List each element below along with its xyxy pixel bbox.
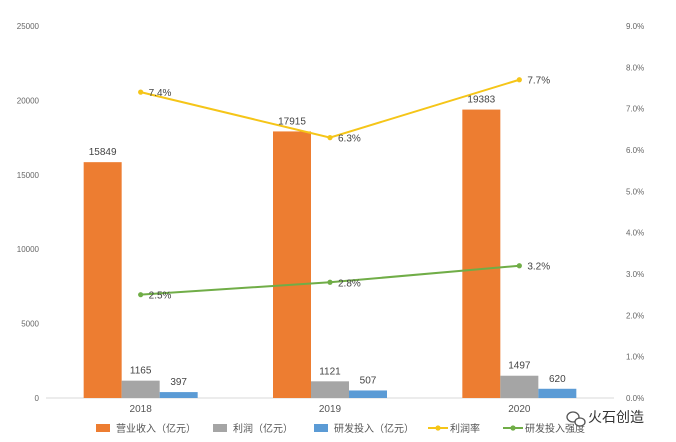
- line-value-label: 7.4%: [149, 88, 172, 99]
- line-point: [138, 89, 144, 95]
- line-point: [516, 77, 522, 83]
- bar: [83, 162, 122, 398]
- legend-swatch: [213, 424, 227, 432]
- bar-value-label: 1121: [319, 366, 341, 377]
- axes: 0 5000 10000 15000 20000 25000 0.0% 1.0% 2.0% 3.0…: [17, 22, 644, 415]
- line-value-label: 2.8%: [338, 278, 361, 289]
- legend-swatch: [96, 424, 110, 432]
- bar-value-label: 1497: [508, 361, 531, 372]
- bar: [349, 390, 387, 398]
- legend-marker: [510, 425, 516, 431]
- bar: [121, 380, 160, 398]
- bar: [462, 109, 501, 398]
- y-right-tick-label: 8.0%: [626, 63, 644, 72]
- line-point: [327, 135, 333, 141]
- y-left-tick-label: 10000: [17, 245, 40, 254]
- bar: [159, 392, 198, 398]
- y-left-tick-label: 5000: [21, 320, 39, 329]
- y-right-tick-label: 9.0%: [626, 22, 644, 31]
- y-right-tick-label: 1.0%: [626, 353, 644, 362]
- bar: [538, 388, 577, 398]
- y-right-tick-label: 6.0%: [626, 146, 644, 155]
- bar-value-label: 397: [170, 377, 187, 388]
- legend-label: 研发投入（亿元）: [334, 422, 414, 435]
- watermark-text: 火石创造: [588, 410, 644, 426]
- line-value-label: 3.2%: [527, 262, 550, 273]
- bar-value-label: 19383: [467, 95, 495, 106]
- data-labels: 15849 17915 19383 1165 1121 1497 397 507 620 7.4%…: [89, 76, 566, 388]
- line-value-label: 6.3%: [338, 134, 361, 145]
- y-left-tick-label: 0: [35, 394, 40, 403]
- line-point: [516, 263, 522, 269]
- line-point: [327, 279, 333, 285]
- bar: [500, 375, 539, 398]
- watermark: 火石创造: [566, 410, 644, 427]
- bars: [83, 109, 577, 398]
- legend: 营业收入（亿元） 利润（亿元） 研发投入（亿元） 利润率 研发投入强度: [96, 422, 585, 435]
- y-left-tick-label: 20000: [17, 96, 40, 105]
- y-right-tick-label: 2.0%: [626, 311, 644, 320]
- y-right-tick-label: 5.0%: [626, 187, 644, 196]
- legend-label: 利润（亿元）: [233, 422, 293, 435]
- legend-marker: [435, 425, 441, 431]
- bar-value-label: 507: [360, 375, 377, 386]
- y-left-tick-label: 25000: [17, 22, 40, 31]
- legend-label: 研发投入强度: [525, 422, 585, 435]
- bar: [273, 131, 311, 398]
- x-tick-label: 2020: [508, 404, 531, 415]
- legend-label: 利润率: [450, 422, 480, 435]
- y-right-tick-label: 4.0%: [626, 229, 644, 238]
- wechat-icon: [566, 411, 586, 427]
- lines: [138, 77, 522, 298]
- line-value-label: 7.7%: [527, 76, 550, 87]
- x-tick-label: 2018: [130, 404, 153, 415]
- x-tick-label: 2019: [319, 404, 342, 415]
- bar-value-label: 620: [549, 374, 566, 385]
- bar-value-label: 17915: [278, 116, 306, 127]
- y-right-tick-label: 3.0%: [626, 270, 644, 279]
- bar-value-label: 15849: [89, 147, 117, 158]
- bar: [311, 381, 349, 398]
- line-value-label: 2.5%: [149, 291, 172, 302]
- bar-value-label: 1165: [130, 366, 152, 377]
- line-point: [138, 292, 144, 298]
- legend-swatch: [314, 424, 328, 432]
- y-left-tick-label: 15000: [17, 171, 40, 180]
- y-right-tick-label: 7.0%: [626, 105, 644, 114]
- y-right-tick-label: 0.0%: [626, 394, 644, 403]
- legend-label: 营业收入（亿元）: [116, 422, 196, 435]
